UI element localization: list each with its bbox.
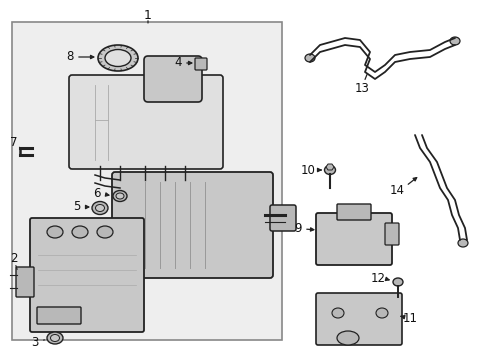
Ellipse shape [393,278,403,286]
Text: 13: 13 [355,81,369,95]
Text: 5: 5 [74,199,81,212]
FancyBboxPatch shape [144,56,202,102]
FancyBboxPatch shape [69,75,223,169]
Text: 3: 3 [31,336,39,348]
FancyBboxPatch shape [195,58,207,70]
FancyBboxPatch shape [37,307,81,324]
Ellipse shape [92,202,108,215]
FancyBboxPatch shape [112,172,273,278]
FancyBboxPatch shape [337,204,371,220]
Ellipse shape [450,37,460,45]
Ellipse shape [116,193,124,199]
Ellipse shape [332,308,344,318]
Text: 10: 10 [300,163,316,176]
Ellipse shape [337,331,359,345]
Polygon shape [326,164,334,170]
Text: 9: 9 [294,221,302,234]
Ellipse shape [305,54,315,62]
Ellipse shape [47,226,63,238]
Ellipse shape [324,166,336,175]
Text: 2: 2 [10,252,18,265]
Text: 6: 6 [93,186,101,199]
Text: 14: 14 [390,184,405,197]
FancyBboxPatch shape [316,293,402,345]
Ellipse shape [98,45,138,71]
Ellipse shape [105,50,131,67]
FancyBboxPatch shape [16,267,34,297]
Text: 7: 7 [10,135,18,149]
FancyBboxPatch shape [12,22,282,340]
Ellipse shape [47,332,63,344]
FancyBboxPatch shape [270,205,296,231]
Ellipse shape [458,239,468,247]
Ellipse shape [96,204,104,212]
Ellipse shape [376,308,388,318]
Ellipse shape [113,190,127,202]
FancyBboxPatch shape [385,223,399,245]
FancyBboxPatch shape [30,218,144,332]
Text: 12: 12 [370,271,386,284]
Ellipse shape [97,226,113,238]
Text: 1: 1 [144,9,152,22]
Ellipse shape [50,334,59,342]
FancyBboxPatch shape [316,213,392,265]
Ellipse shape [72,226,88,238]
Text: 8: 8 [66,50,74,63]
Text: 11: 11 [402,311,417,324]
Text: 4: 4 [174,55,182,68]
